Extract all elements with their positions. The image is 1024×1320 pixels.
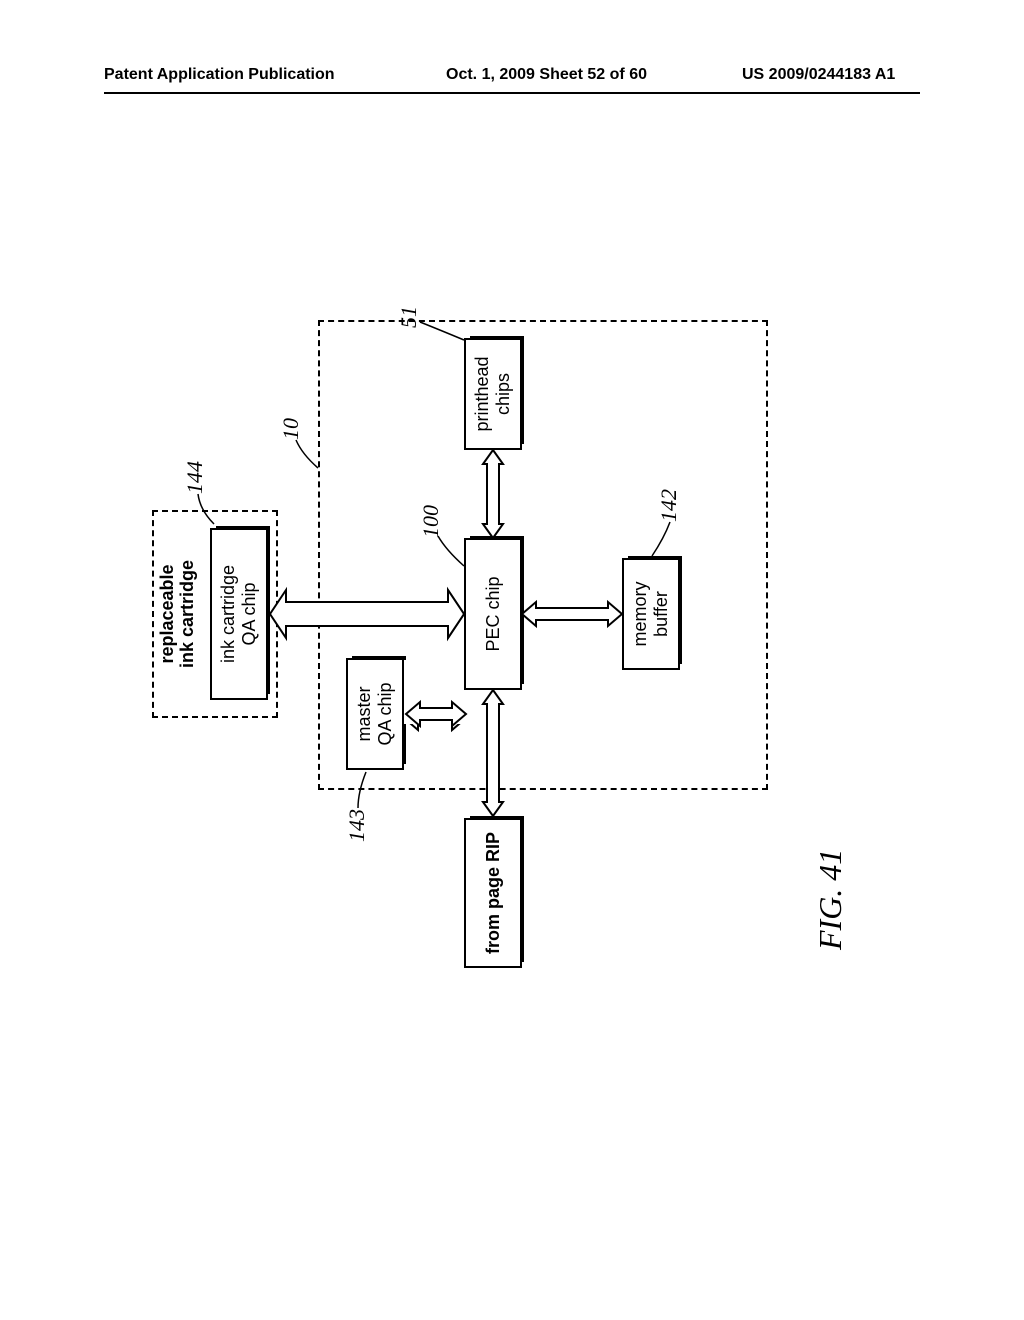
header-rule [104,92,920,94]
diagram-rotated-group: replaceableink cartridge [152,320,872,980]
ink-cartridge-qa-chip-label: ink cartridgeQA chip [214,559,263,669]
from-page-rip-box: from page RIP [464,818,522,968]
printhead-chips-box: printheadchips [464,338,522,450]
cartridge-group-title-text: replaceableink cartridge [157,560,197,668]
header-center: Oct. 1, 2009 Sheet 52 of 60 [446,66,647,84]
pec-chip-label: PEC chip [479,570,508,657]
cartridge-group-title: replaceableink cartridge [158,532,198,696]
memory-buffer-label: memorybuffer [626,576,675,653]
ref-100: 100 [418,505,444,538]
page-header: Patent Application Publication Oct. 1, 2… [0,66,1024,94]
master-qa-chip-label: masterQA chip [350,676,399,751]
header-left: Patent Application Publication [104,66,335,84]
lead-10 [296,440,318,468]
figure-caption: FIG. 41 [812,849,849,950]
ref-10: 10 [278,418,304,440]
ref-143: 143 [344,809,370,842]
printhead-chips-label: printheadchips [468,350,517,437]
memory-buffer-box: memorybuffer [622,558,680,670]
ref-144: 144 [182,461,208,494]
from-page-rip-label: from page RIP [479,826,508,960]
ink-cartridge-qa-chip-box: ink cartridgeQA chip [210,528,268,700]
ref-142: 142 [656,489,682,522]
page: Patent Application Publication Oct. 1, 2… [0,0,1024,1320]
master-qa-chip-box: masterQA chip [346,658,404,770]
header-right: US 2009/0244183 A1 [742,66,895,84]
pec-chip-box: PEC chip [464,538,522,690]
ref-51: 51 [396,306,422,328]
